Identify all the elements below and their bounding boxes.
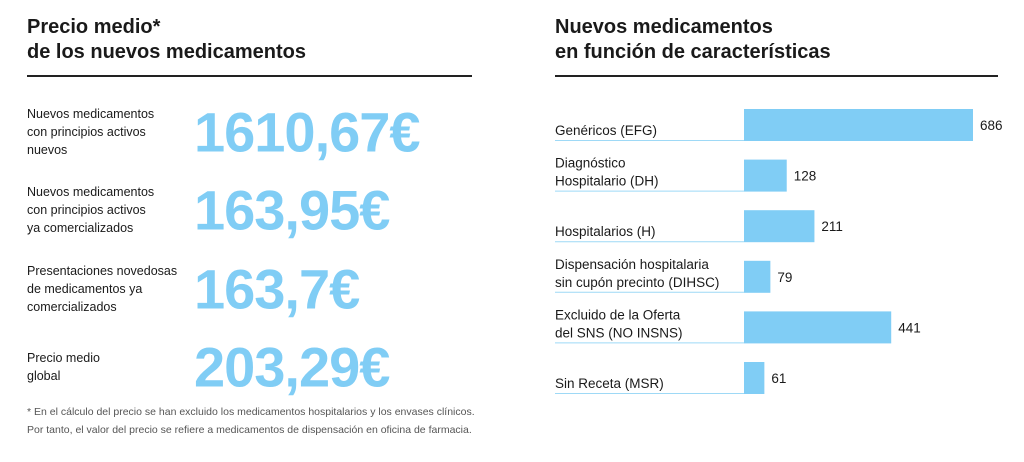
price-label-line: nuevos [27, 143, 68, 157]
category-label: Genéricos (EFG) [555, 123, 657, 138]
price-label: Nuevos medicamentos con principios activ… [27, 105, 187, 159]
price-row: Nuevos medicamentos con principios activ… [27, 97, 467, 167]
price-value: 163,7€ [194, 257, 360, 321]
data-label: 79 [777, 270, 792, 285]
price-value: 203,29€ [194, 335, 390, 399]
price-label-line: Precio medio [27, 351, 100, 365]
data-label: 128 [794, 169, 817, 184]
price-label-line: ya comercializados [27, 221, 134, 235]
price-label-line: comercializados [27, 300, 117, 314]
price-label-line: con principios activos [27, 203, 146, 217]
left-panel-title: Precio medio* de los nuevos medicamentos [27, 15, 306, 65]
category-label: sin cupón precinto (DIHSC) [555, 275, 719, 290]
bar [744, 362, 765, 394]
price-value: 163,95€ [194, 178, 390, 242]
category-label: Sin Receta (MSR) [555, 376, 664, 391]
right-title-rule [555, 75, 998, 77]
category-label: Excluido de la Oferta [555, 307, 681, 322]
footnote: * En el cálculo del precio se han exclui… [27, 403, 475, 439]
price-label-line: global [27, 369, 61, 383]
bar [744, 109, 973, 141]
price-row: Precio medio global 203,29€ [27, 332, 467, 402]
price-label-line: Presentaciones novedosas [27, 264, 178, 278]
bar [744, 260, 771, 293]
right-title-line-2: en función de características [555, 41, 831, 63]
price-label-line: Nuevos medicamentos [27, 107, 155, 121]
category-label: Diagnóstico [555, 156, 626, 171]
price-label: Presentaciones novedosas de medicamentos… [27, 262, 187, 316]
footnote-line-2: Por tanto, el valor del precio se refier… [27, 424, 472, 436]
data-label: 441 [898, 320, 921, 335]
price-label-line: con principios activos [27, 125, 146, 139]
price-label: Precio medio global [27, 349, 187, 385]
price-label: Nuevos medicamentos con principios activ… [27, 183, 187, 237]
category-label: Dispensación hospitalaria [555, 257, 709, 272]
price-row: Presentaciones novedosas de medicamentos… [27, 254, 467, 324]
data-label: 686 [980, 118, 1003, 133]
price-row: Nuevos medicamentos con principios activ… [27, 175, 467, 245]
data-label: 61 [771, 371, 786, 386]
category-label: Hospitalario (DH) [555, 174, 659, 189]
data-label: 211 [821, 219, 843, 234]
price-value: 1610,67€ [194, 100, 421, 164]
right-title-line-1: Nuevos medicamentos [555, 16, 773, 38]
left-title-line-1: Precio medio* [27, 16, 161, 38]
price-label-line: de medicamentos ya [27, 282, 143, 296]
footnote-line-1: * En el cálculo del precio se han exclui… [27, 406, 475, 418]
price-label-line: Nuevos medicamentos [27, 185, 155, 199]
bar [744, 311, 892, 344]
bar [744, 159, 787, 192]
left-title-line-2: de los nuevos medicamentos [27, 41, 306, 63]
left-title-rule [27, 75, 472, 77]
category-label: del SNS (NO INSNS) [555, 325, 683, 340]
category-label: Hospitalarios (H) [555, 224, 656, 239]
right-panel-title: Nuevos medicamentos en función de caract… [555, 15, 831, 65]
bar [744, 210, 815, 243]
